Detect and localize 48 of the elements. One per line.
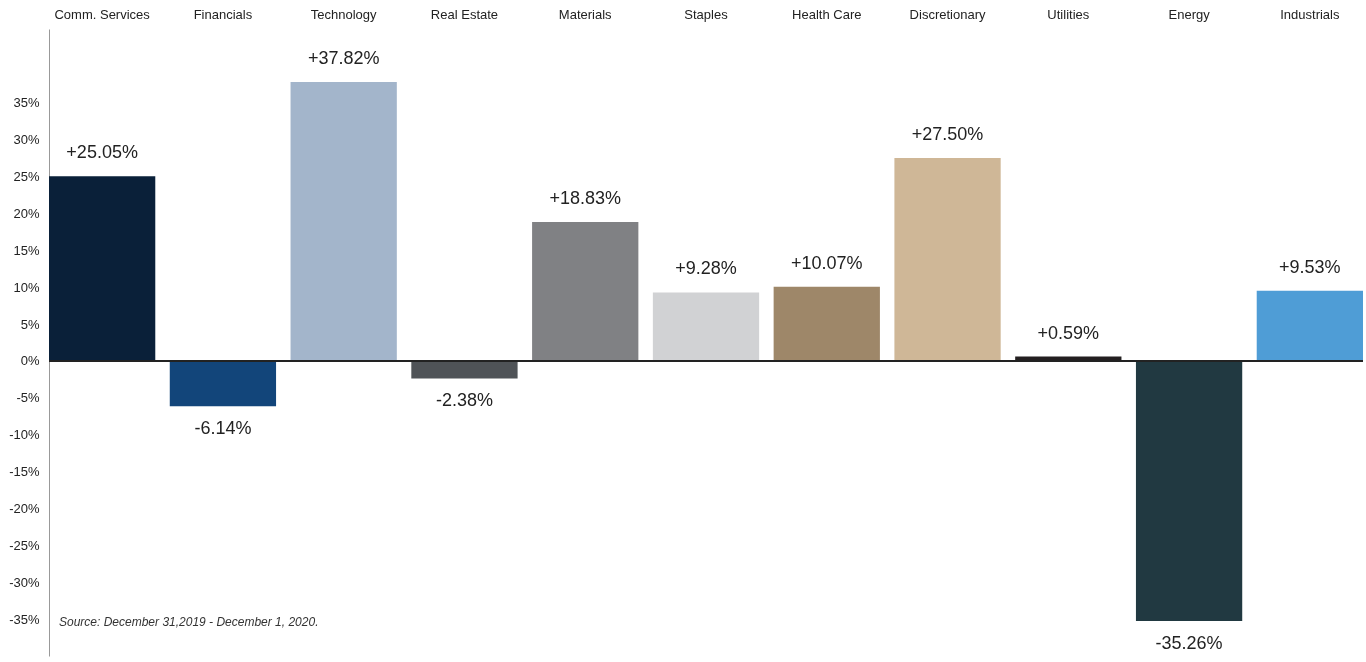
- data-label: +0.59%: [1037, 322, 1100, 343]
- x-tick-label: Utilities: [1047, 6, 1090, 22]
- y-tick-label: 0%: [20, 353, 40, 369]
- y-tick-label: 30%: [13, 132, 40, 148]
- data-label: -2.38%: [435, 390, 493, 411]
- data-label: -6.14%: [194, 418, 252, 439]
- annotation: Source: December 31,2019 - December 1, 2020.: [59, 615, 319, 629]
- data-label: +18.83%: [549, 188, 622, 209]
- y-tick-label: 25%: [13, 169, 40, 185]
- bar: [773, 286, 880, 361]
- data-label: +10.07%: [790, 252, 863, 273]
- y-tick-label: -10%: [9, 427, 40, 443]
- bar: [652, 292, 760, 361]
- y-tick-label: -5%: [16, 390, 40, 406]
- x-tick-label: Industrials: [1280, 6, 1340, 22]
- x-tick-label: Staples: [684, 6, 729, 22]
- y-tick-label: 10%: [13, 279, 40, 295]
- bar: [290, 81, 397, 361]
- y-tick-label: 35%: [13, 95, 40, 111]
- y-tick-label: -35%: [9, 611, 40, 627]
- bar: [894, 158, 1001, 361]
- data-label: +37.82%: [307, 47, 380, 68]
- bar: [411, 360, 518, 379]
- bar: [532, 222, 639, 361]
- x-tick-label: Technology: [310, 6, 378, 22]
- data-label: -35.26%: [1155, 633, 1223, 654]
- x-tick-label: Materials: [558, 6, 613, 22]
- y-tick-label: 15%: [13, 242, 40, 258]
- y-tick-label: 20%: [13, 205, 40, 221]
- data-label: +25.05%: [66, 142, 138, 163]
- x-tick-label: Comm. Services: [54, 6, 151, 22]
- y-tick-label: -20%: [9, 500, 40, 516]
- bar: [169, 360, 277, 407]
- bar: [1135, 360, 1243, 622]
- y-tick-label: -25%: [9, 537, 40, 553]
- x-tick-label: Health Care: [792, 6, 862, 22]
- y-tick-label: 5%: [20, 316, 40, 332]
- bar: [49, 176, 156, 361]
- x-tick-label: Discretionary: [909, 6, 986, 22]
- y-tick-label: -15%: [9, 464, 40, 480]
- y-tick-label: -30%: [9, 574, 40, 590]
- bar: [1256, 290, 1363, 361]
- data-label: +9.53%: [1279, 256, 1341, 277]
- data-label: +27.50%: [911, 124, 984, 145]
- x-tick-label: Financials: [193, 6, 253, 22]
- x-tick-label: Real Estate: [430, 6, 499, 22]
- data-label: +9.28%: [675, 258, 737, 279]
- x-tick-label: Energy: [1168, 6, 1211, 22]
